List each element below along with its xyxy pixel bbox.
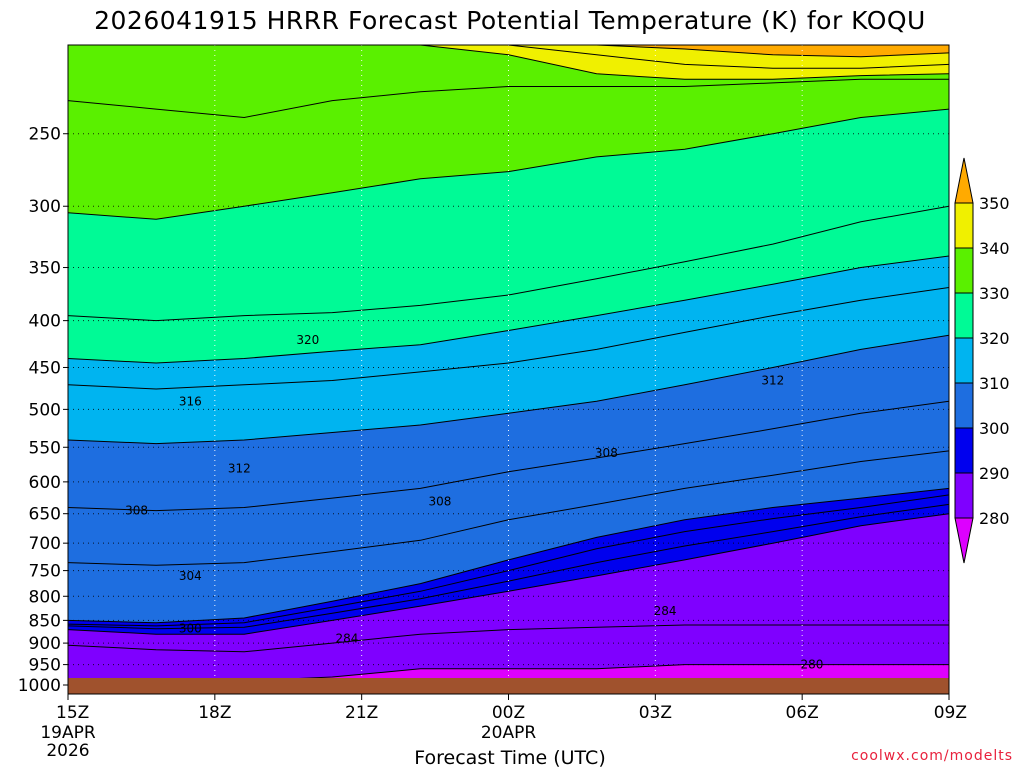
y-tick-label: 800 — [29, 587, 61, 607]
contour-label: 280 — [801, 658, 824, 672]
contour-label: 284 — [654, 604, 677, 618]
contour-label: 308 — [595, 446, 618, 460]
y-tick-label: 600 — [29, 473, 61, 493]
contour-label: 300 — [179, 622, 202, 636]
isentrope-312 — [68, 334, 949, 445]
y-tick-label: 450 — [29, 358, 61, 378]
colorbar-segment — [954, 427, 974, 474]
colorbar-segment — [954, 382, 974, 429]
colorbar-segment — [954, 202, 974, 249]
contour-label: 308 — [125, 504, 148, 518]
isentrope-308 — [68, 400, 949, 512]
contour-label-text: 300 — [179, 622, 202, 636]
contour-label-text: 308 — [125, 504, 148, 518]
y-tick-label: 900 — [29, 634, 61, 654]
contour-label-text: 304 — [179, 569, 202, 583]
x-axis-label: Forecast Time (UTC) — [414, 747, 605, 768]
contour-label-text: 316 — [179, 394, 202, 408]
colorbar-segment — [954, 292, 974, 339]
y-tick-label: 300 — [29, 197, 61, 217]
isentrope-346 — [68, 45, 949, 69]
terrain-strip — [68, 678, 949, 694]
contour-label: 320 — [296, 333, 319, 347]
colorbar-tick-label: 290 — [979, 464, 1010, 483]
credit-text: coolwx.com/modelts — [851, 748, 1013, 764]
chart-title: 2026041915 HRRR Forecast Potential Tempe… — [94, 6, 926, 35]
contour-label: 304 — [179, 569, 202, 583]
contour-label: 284 — [336, 632, 359, 646]
x-date-label: 19APR — [40, 723, 96, 743]
contour-label-text: 312 — [761, 374, 784, 388]
plot-area: 320 312 316 308 312 308 308 304 300 284 284 280 — [67, 44, 950, 695]
colorbar: 280 290 300 310 320 330 340 350 — [954, 157, 1010, 564]
isentrope-334 — [68, 78, 949, 119]
colorbar-tick-label: 340 — [979, 239, 1010, 258]
colorbar-segment — [954, 337, 974, 384]
colorbar-tick-label: 350 — [979, 194, 1010, 213]
theta-filled-bands — [68, 45, 949, 685]
colorbar-tick-label: 280 — [979, 509, 1010, 528]
x-tick-label: 15Z — [56, 703, 89, 723]
colorbar-segment — [954, 247, 974, 294]
contour-label-text: 312 — [228, 461, 251, 475]
x-tick-label: 18Z — [198, 703, 231, 723]
x-tick-label: 21Z — [345, 703, 378, 723]
contour-labels: 320 312 316 308 312 308 308 304 300 284 284 280 — [125, 333, 824, 672]
colorbar-tick-label: 320 — [979, 329, 1010, 348]
x-tick-label: 00Z — [492, 703, 525, 723]
y-tick-label: 850 — [29, 611, 61, 631]
x-date-label: 20APR — [481, 723, 537, 743]
colorbar-high-arrow — [954, 157, 974, 204]
colorbar-low-arrow — [954, 517, 974, 564]
colorbar-tick-label: 310 — [979, 374, 1010, 393]
y-tick-label: 350 — [29, 259, 61, 279]
y-tick-label: 1000 — [18, 676, 61, 696]
contour-label: 312 — [228, 461, 251, 475]
contour-label: 308 — [429, 494, 452, 508]
contour-label: 312 — [761, 374, 784, 388]
x-tick-label: 09Z — [934, 703, 967, 723]
isentrope-340 — [68, 45, 949, 80]
y-tick-label: 650 — [29, 505, 61, 525]
band-350 — [68, 45, 949, 57]
y-tick-label: 700 — [29, 534, 61, 554]
y-tick-label: 500 — [29, 400, 61, 420]
y-axis-ticks: 250 300 350 400 450 500 550 600 650 700 750 800 850 9… — [18, 125, 68, 696]
isentrope-290 — [68, 513, 949, 635]
isentrope-294 — [68, 503, 949, 630]
colorbar-segment — [954, 472, 974, 519]
contour-label-text: 284 — [654, 604, 677, 618]
contour-label-text: 308 — [595, 446, 618, 460]
x-date-label: 2026 — [46, 741, 89, 761]
y-tick-label: 250 — [29, 125, 61, 145]
contour-label-text: 320 — [296, 333, 319, 347]
contour-label-text: 280 — [801, 658, 824, 672]
contour-label: 316 — [179, 394, 202, 408]
y-tick-label: 950 — [29, 656, 61, 676]
contour-label-text: 284 — [336, 632, 359, 646]
y-tick-label: 750 — [29, 562, 61, 582]
y-tick-label: 550 — [29, 438, 61, 458]
x-tick-label: 03Z — [639, 703, 672, 723]
colorbar-tick-label: 300 — [979, 419, 1010, 438]
colorbar-tick-label: 330 — [979, 284, 1010, 303]
x-tick-label: 06Z — [786, 703, 819, 723]
contour-label-text: 308 — [429, 494, 452, 508]
y-tick-label: 400 — [29, 312, 61, 332]
isentrope-300 — [68, 487, 949, 624]
